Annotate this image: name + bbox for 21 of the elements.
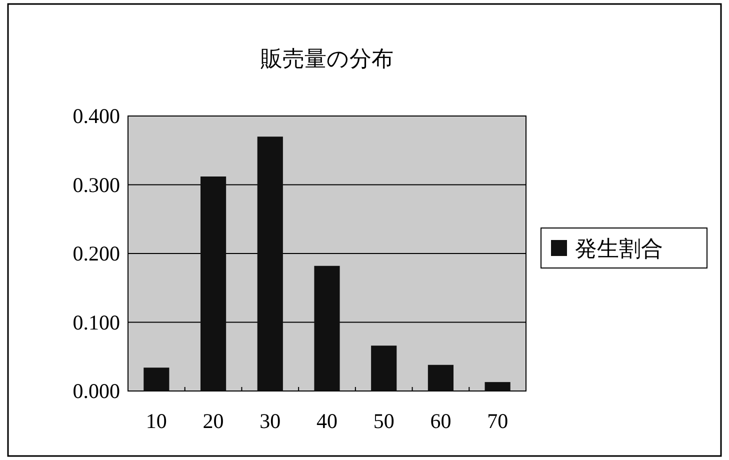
x-tick-label: 30 xyxy=(260,409,281,433)
bar xyxy=(144,368,170,391)
x-tick-label: 20 xyxy=(202,409,224,433)
chart-title: 販売量の分布 xyxy=(260,46,394,71)
x-tick-label: 40 xyxy=(316,409,338,433)
legend-label: 発生割合 xyxy=(575,236,663,261)
y-tick-label: 0.200 xyxy=(72,242,120,266)
x-tick-label: 60 xyxy=(430,409,452,433)
bar xyxy=(428,364,454,391)
y-tick-label: 0.000 xyxy=(72,379,120,403)
y-tick-label: 0.300 xyxy=(72,172,120,197)
bar xyxy=(484,382,510,391)
y-tick-label: 0.100 xyxy=(72,310,120,334)
x-tick-label: 70 xyxy=(487,409,508,433)
bar xyxy=(371,346,397,391)
bar xyxy=(257,136,283,391)
bar xyxy=(314,266,340,391)
x-tick-label: 50 xyxy=(373,409,394,433)
y-tick-label: 0.400 xyxy=(72,104,120,128)
x-tick-label: 10 xyxy=(146,409,167,433)
bar xyxy=(200,176,226,391)
